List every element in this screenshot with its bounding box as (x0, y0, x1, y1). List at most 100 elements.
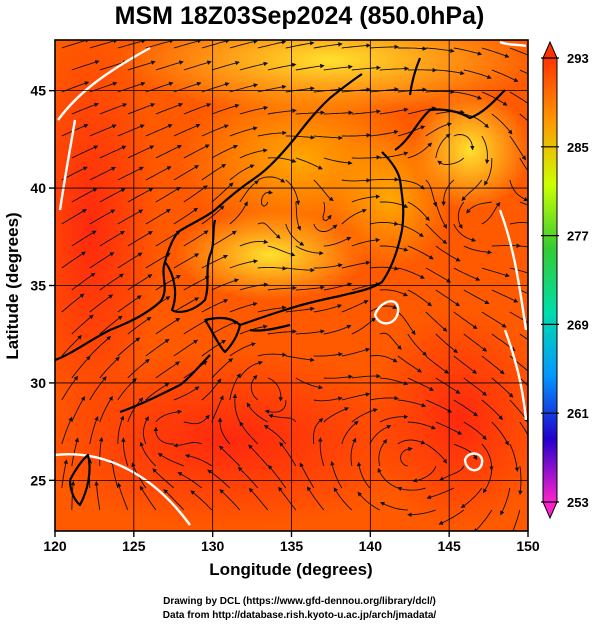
streamline (453, 134, 475, 151)
streamline (407, 509, 436, 517)
streamline (509, 222, 528, 225)
streamline (379, 66, 410, 71)
streamline (453, 223, 477, 242)
streamline (379, 377, 409, 386)
streamline (239, 421, 259, 445)
streamline (500, 487, 511, 516)
streamline (397, 125, 426, 137)
streamline (460, 487, 483, 509)
streamline (155, 274, 181, 291)
streamline (229, 259, 259, 269)
streamline (425, 443, 447, 464)
streamline (313, 263, 343, 269)
streamline (117, 415, 125, 445)
contour-north-corner (499, 40, 527, 48)
streamline (173, 386, 200, 401)
streamline (435, 133, 451, 159)
streamline (425, 355, 449, 374)
streamline (70, 480, 76, 511)
streamline (211, 60, 240, 71)
streamline (285, 86, 315, 93)
streamline (509, 47, 528, 56)
streamline (439, 465, 465, 481)
streamline (257, 176, 286, 183)
streamline (519, 201, 528, 206)
streamline (98, 436, 104, 466)
streamline (306, 486, 325, 511)
streamline (211, 230, 237, 247)
streamline (379, 107, 409, 115)
streamline (239, 61, 269, 71)
streamline (425, 311, 448, 332)
streamline (491, 289, 519, 303)
streamline (173, 40, 202, 49)
streamline (397, 179, 425, 190)
streamline (519, 245, 528, 248)
contour-west (57, 46, 151, 121)
streamline (397, 399, 427, 408)
streamline (351, 282, 381, 291)
streamline (71, 145, 99, 159)
streamline (173, 339, 199, 357)
streamline (61, 40, 90, 49)
streamline (295, 377, 324, 390)
streamline (268, 413, 297, 423)
streamline (397, 311, 416, 336)
streamline (229, 302, 258, 313)
streamline (341, 260, 371, 269)
streamline (239, 239, 269, 247)
streamline (453, 311, 478, 330)
streamline (323, 374, 353, 380)
streamline (481, 47, 510, 58)
streamline (397, 486, 426, 492)
streamline (425, 89, 456, 94)
streamline (157, 452, 184, 467)
streamline (71, 230, 97, 247)
coast-hokkaido (394, 89, 506, 151)
streamline (211, 395, 224, 423)
streamline (295, 63, 325, 71)
streamline (351, 194, 381, 203)
streamline (99, 356, 120, 379)
streamline (183, 319, 209, 335)
streamline (127, 358, 150, 379)
streamline (218, 445, 241, 467)
streamline (457, 201, 465, 230)
streamline (333, 487, 353, 511)
streamline (407, 142, 433, 159)
streamline (379, 501, 408, 511)
streamline (89, 166, 117, 181)
streamline (481, 443, 494, 471)
streamline (71, 188, 98, 203)
streamline (267, 62, 297, 71)
streamline (351, 65, 381, 71)
streamline (173, 123, 201, 137)
streamline (127, 231, 153, 247)
streamline (491, 377, 514, 398)
streamline (435, 201, 448, 229)
streamline (341, 133, 372, 138)
streamline (441, 179, 455, 207)
contour-lines (55, 40, 528, 526)
streamline (267, 245, 296, 257)
coast-kyushu (204, 316, 242, 354)
streamline (519, 289, 528, 295)
streamline (369, 425, 392, 445)
streamline (313, 223, 338, 232)
streamline (117, 166, 144, 181)
streamline (267, 329, 297, 335)
streamline (425, 179, 438, 207)
streamline (211, 182, 234, 203)
streamline (71, 395, 86, 423)
streamline (351, 155, 382, 160)
colorbar: 253 261 269 277 285 293 (541, 40, 589, 520)
streamline (481, 201, 501, 225)
streamline (407, 333, 427, 357)
x-axis-label: Longitude (degrees) (209, 560, 372, 579)
streamline (285, 223, 305, 246)
streamline (463, 289, 490, 305)
streamline (71, 437, 79, 467)
streamline (71, 272, 96, 291)
streamline (145, 338, 170, 357)
streamline (435, 333, 458, 354)
